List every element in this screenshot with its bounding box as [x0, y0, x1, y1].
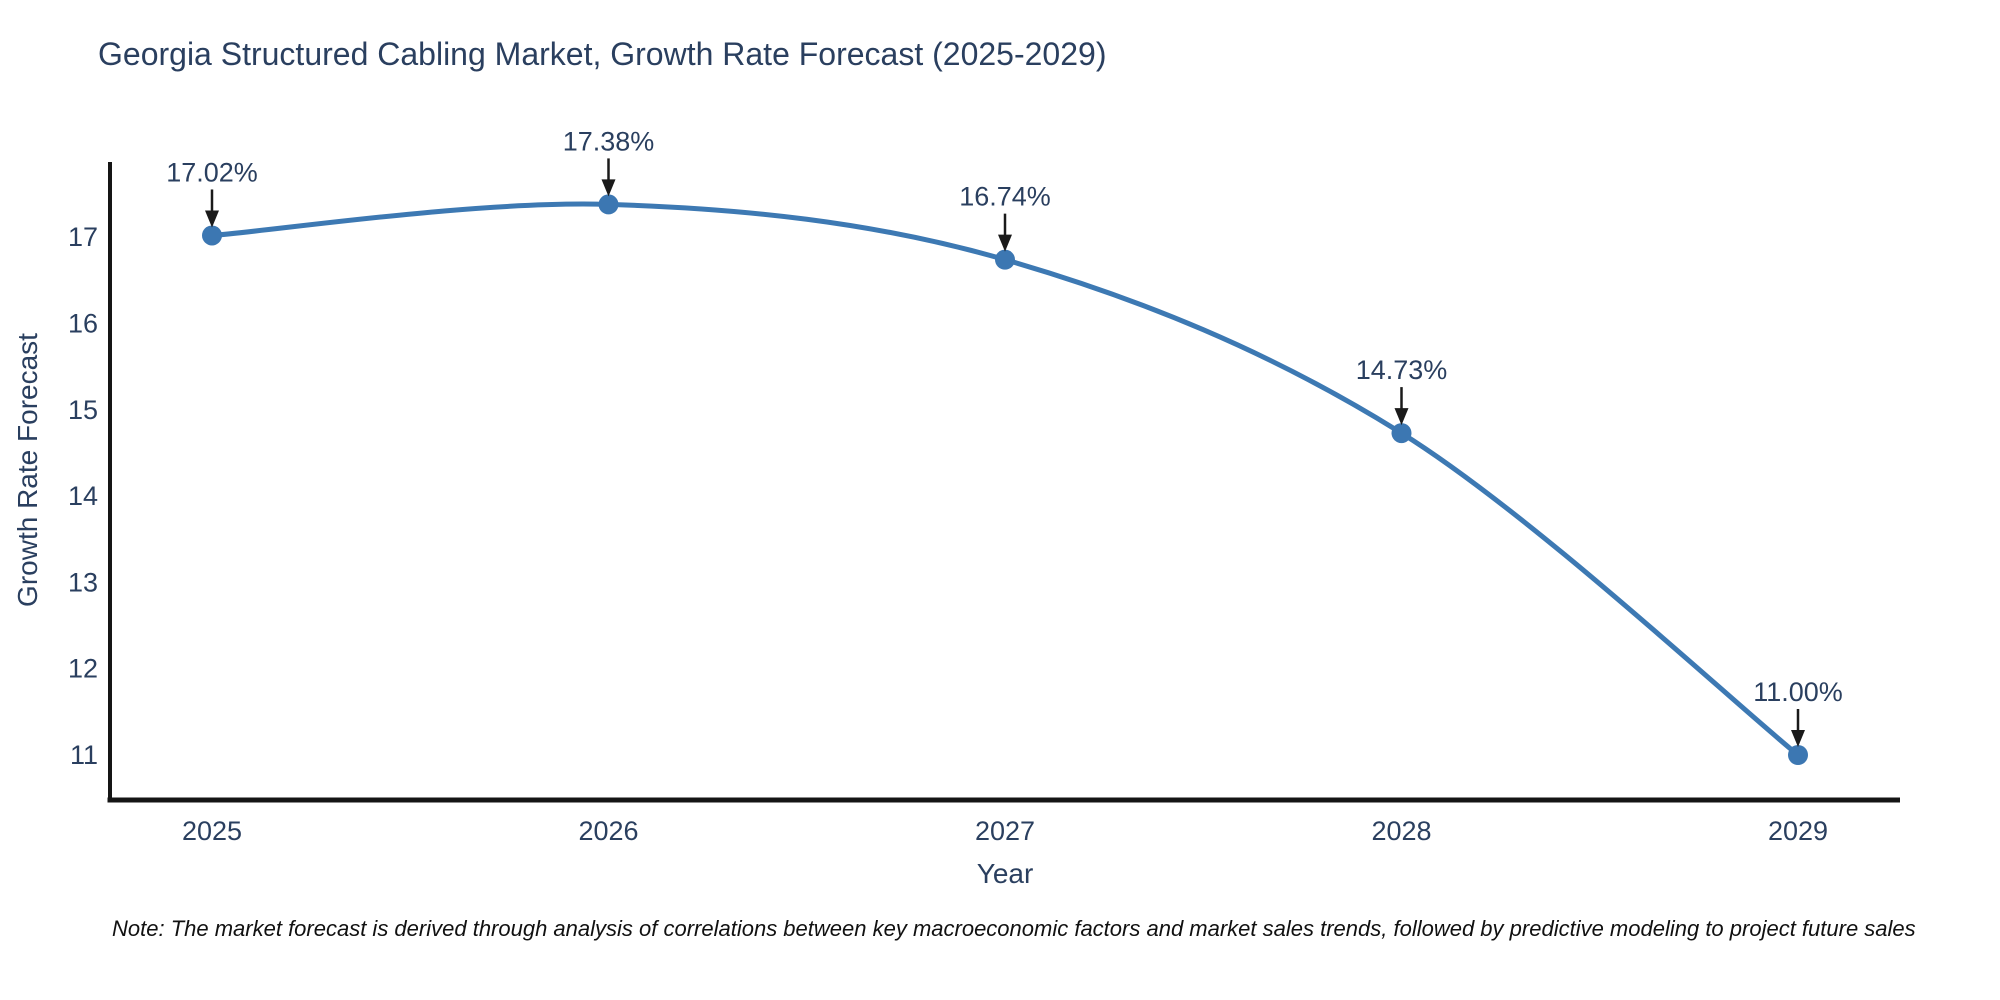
data-point-marker [598, 194, 619, 215]
series-line [209, 201, 1801, 758]
y-tick-label: 13 [68, 567, 98, 597]
x-tick-label: 2025 [182, 816, 242, 846]
data-point-label: 11.00% [1753, 677, 1843, 707]
x-tick-label: 2026 [578, 816, 638, 846]
y-tick-label: 15 [68, 395, 98, 425]
data-point-marker [1391, 423, 1412, 444]
data-point-label: 17.02% [166, 157, 258, 187]
x-tick-label: 2027 [975, 816, 1035, 846]
data-point-label: 17.38% [563, 126, 655, 156]
y-tick-label: 14 [68, 481, 98, 511]
x-axis-title: Year [976, 858, 1034, 889]
annotation-arrow-head [601, 179, 616, 197]
data-point-label: 16.74% [959, 182, 1051, 212]
x-tick-label: 2029 [1768, 816, 1828, 846]
chart-title: Georgia Structured Cabling Market, Growt… [98, 36, 1107, 72]
y-tick-label: 11 [70, 740, 98, 770]
y-tick-label: 12 [68, 654, 98, 684]
chart-note: Note: The market forecast is derived thr… [112, 916, 1916, 941]
data-point-marker [202, 225, 222, 246]
data-point-marker [995, 249, 1015, 270]
y-tick-label: 17 [68, 222, 98, 252]
annotation-arrow-head [1791, 730, 1805, 747]
annotation-arrow-head [205, 210, 219, 228]
data-point-marker [1788, 745, 1808, 765]
y-tick-label: 16 [68, 309, 98, 339]
annotation-arrow-head [1394, 408, 1409, 426]
x-tick-label: 2028 [1371, 816, 1431, 846]
data-point-label: 14.73% [1356, 355, 1448, 385]
annotation-arrow-head [998, 234, 1012, 252]
